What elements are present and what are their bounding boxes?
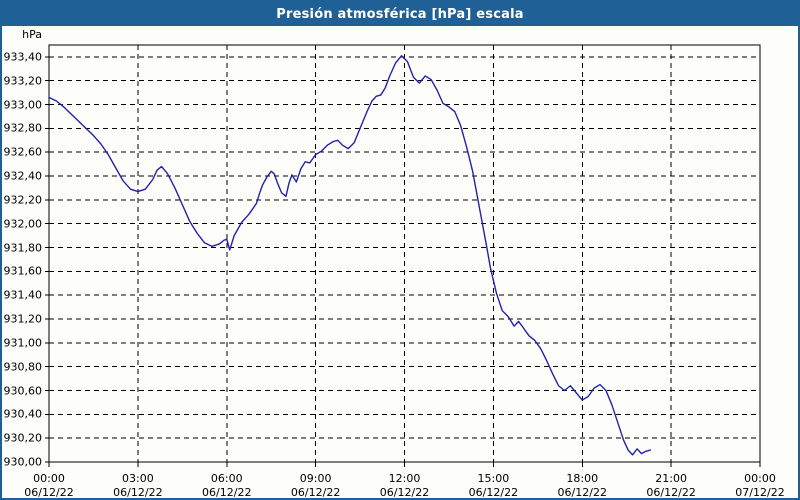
y-axis-tick-label: 931,40 (3, 288, 43, 302)
y-axis-tick-label: 930,60 (3, 384, 43, 397)
x-tick-time: 12:00 (388, 472, 421, 485)
y-axis-tick-label: 931,80 (3, 241, 43, 255)
x-tick-time: 06:00 (210, 472, 243, 485)
y-axis-tick-label: 931,60 (3, 264, 43, 278)
y-axis-unit-label: hPa (22, 28, 42, 41)
x-axis-tick-label: 06:00 06/12/22 (202, 472, 251, 500)
chart-canvas: 933,40 933,20 933,00 932,80 932,60 932,40 932,… (2, 26, 798, 500)
y-axis-tick-label: 931,00 (3, 336, 43, 350)
pressure-line-chart (45, 44, 761, 467)
window-title-bar: Presión atmosférica [hPa] escala (2, 2, 798, 26)
y-axis-tick-label: 930,80 (3, 360, 43, 374)
y-axis-tick-label: 932,80 (3, 121, 43, 135)
x-axis-tick-label: 15:00 06/12/22 (469, 472, 518, 500)
x-tick-time: 18:00 (566, 472, 599, 485)
y-axis-tick-label: 932,20 (3, 193, 43, 207)
x-tick-date: 06/12/22 (113, 486, 163, 499)
x-tick-time: 21:00 (655, 472, 687, 485)
x-axis-tick-label: 09:00 06/12/22 (291, 472, 340, 500)
page-title: Presión atmosférica [hPa] escala (276, 6, 524, 22)
y-axis-tick-label: 930,00 (3, 455, 43, 469)
x-axis-tick-label: 00:00 07/12/22 (735, 472, 784, 500)
y-axis-tick-label: 930,20 (3, 431, 43, 445)
x-tick-time: 03:00 (122, 472, 154, 485)
y-axis-tick-label: 930,40 (3, 407, 43, 421)
x-axis-tick-label: 00:00 06/12/22 (24, 472, 73, 500)
x-tick-date: 06/12/22 (290, 486, 341, 499)
x-tick-time: 09:00 (299, 472, 332, 485)
x-tick-date: 07/12/22 (735, 486, 785, 499)
y-axis-tick-label: 933,20 (3, 74, 43, 88)
x-tick-date: 06/12/22 (646, 486, 696, 499)
y-axis-tick-label: 933,40 (3, 50, 43, 64)
x-tick-time: 00:00 (744, 472, 776, 485)
x-tick-date: 06/12/22 (24, 486, 74, 499)
y-axis-tick-label: 932,00 (3, 217, 43, 231)
x-tick-date: 06/12/22 (468, 486, 519, 499)
x-tick-time: 00:00 (33, 472, 65, 485)
x-tick-time: 15:00 (477, 472, 510, 485)
y-axis-tick-label: 932,40 (3, 169, 43, 183)
plot-frame (48, 44, 761, 463)
data-series-line (48, 55, 652, 456)
x-axis-tick-label: 03:00 06/12/22 (113, 472, 162, 500)
y-axis-tick-label: 933,00 (3, 98, 43, 112)
x-axis-tick-label: 12:00 06/12/22 (380, 472, 429, 500)
y-axis-tick-label: 931,20 (3, 312, 43, 326)
x-axis-tick-label: 21:00 06/12/22 (646, 472, 695, 500)
x-axis-tick-label: 18:00 06/12/22 (558, 472, 607, 500)
x-tick-date: 06/12/22 (557, 486, 607, 499)
x-tick-date: 06/12/22 (379, 486, 430, 499)
x-tick-date: 06/12/22 (202, 486, 252, 499)
y-axis-tick-label: 932,60 (3, 145, 43, 159)
